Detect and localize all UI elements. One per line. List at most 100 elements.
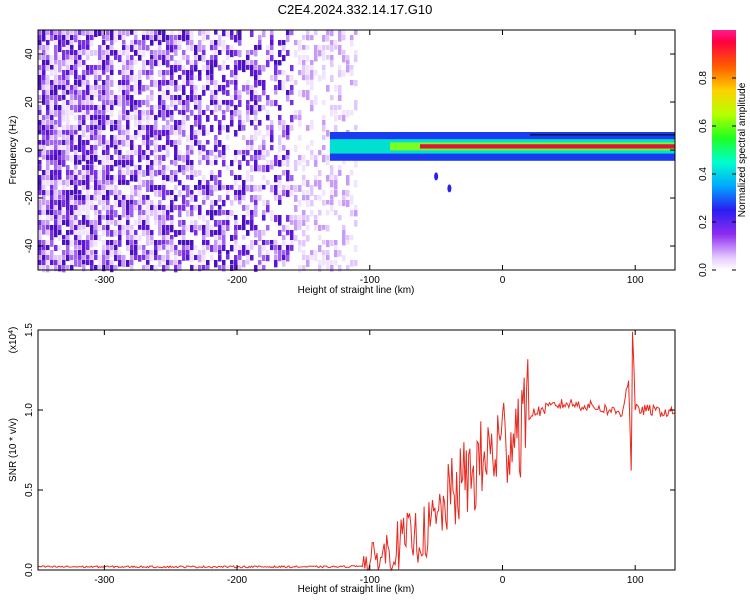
spectrogram-cell	[62, 35, 66, 43]
spectrogram-cell	[182, 195, 186, 202]
spectrogram-cell	[94, 185, 98, 192]
spectrogram-cell	[138, 100, 142, 108]
spectrogram-cell	[82, 80, 86, 85]
spectrogram-cell	[82, 205, 86, 212]
spectrogram-cell	[302, 255, 306, 261]
spectrogram-cell	[194, 45, 198, 52]
spectrogram-cell	[54, 120, 58, 125]
spectrogram-cell	[158, 185, 162, 191]
spectrogram-cell	[82, 215, 86, 222]
spectrogram-cell	[82, 165, 86, 172]
spectrogram-cell	[310, 70, 314, 76]
spectrogram-cell	[282, 160, 286, 167]
spectrogram-cell	[302, 195, 306, 201]
spectrogram-cell	[246, 60, 250, 68]
spectrogram-cell	[282, 40, 286, 48]
spectrogram-cell	[66, 120, 70, 127]
spectrogram-cell	[38, 120, 42, 127]
spectrogram-cell	[114, 220, 118, 226]
spectrogram-cell	[82, 30, 86, 36]
spectrogram-cell	[334, 260, 338, 266]
spectrogram-cell	[270, 210, 274, 216]
spectrogram-cell	[78, 255, 82, 260]
spectrogram-cell	[298, 185, 302, 192]
spectrogram-cell	[338, 50, 342, 55]
spectrogram-cell	[70, 260, 74, 267]
spectrogram-cell	[138, 205, 142, 213]
spectrogram-cell	[178, 205, 182, 212]
spectrogram-cell	[90, 250, 94, 257]
spectrogram-cell	[66, 240, 70, 246]
spectrogram-cell	[346, 110, 350, 118]
spectrogram-cell	[282, 235, 286, 242]
spectrogram-cell	[114, 120, 118, 125]
spectrogram-cell	[118, 145, 122, 150]
spectrogram-cell	[226, 135, 230, 140]
spectrogram-cell	[82, 260, 86, 265]
spectrogram-cell	[98, 185, 102, 193]
spectrogram-cell	[234, 90, 238, 97]
spectrogram-cell	[138, 150, 142, 157]
spectrogram-cell	[62, 240, 66, 245]
spectrogram-cell	[114, 250, 118, 255]
spectrogram-cell	[138, 245, 142, 251]
spectrogram-cell	[246, 160, 250, 166]
spectrogram-cell	[50, 85, 54, 91]
spectrogram-cell	[154, 210, 158, 217]
spectrogram-cell	[178, 30, 182, 36]
spectrogram-cell	[214, 210, 218, 216]
spectrogram-cell	[274, 60, 278, 65]
spectrogram-cell	[122, 100, 126, 106]
spectrogram-cell	[218, 170, 222, 178]
spectrogram-cell	[210, 160, 214, 166]
colorbar-tick-label: 0.6	[698, 119, 709, 133]
spectrogram-cell	[282, 155, 286, 161]
spectrogram-cell	[142, 230, 146, 237]
spectrogram-cell	[102, 200, 106, 205]
spectrogram-cell	[70, 125, 74, 131]
spectrogram-cell	[250, 210, 254, 216]
spectrogram-cell	[186, 80, 190, 87]
spectrogram-cell	[190, 40, 194, 46]
spectrogram-cell	[58, 165, 62, 172]
spectrogram-cell	[122, 255, 126, 261]
spectrogram-cell	[154, 105, 158, 110]
spectrogram-cell	[86, 140, 90, 147]
spectrogram-cell	[310, 120, 314, 127]
spectrogram-cell	[266, 200, 270, 205]
spectrogram-cell	[186, 100, 190, 107]
spectrogram-cell	[74, 220, 78, 228]
spectrogram-cell	[314, 30, 318, 36]
spectrogram-cell	[202, 125, 206, 131]
spectrogram-cell	[90, 145, 94, 152]
spectrogram-cell	[118, 130, 122, 136]
spectrogram-cell	[198, 185, 202, 191]
spectrogram-cell	[74, 30, 78, 37]
spectrogram-cell	[238, 35, 242, 42]
spectrogram-cell	[134, 250, 138, 257]
spectrogram-cell	[54, 110, 58, 118]
spectrogram-cell	[62, 195, 66, 201]
spectrogram-cell	[110, 260, 114, 265]
spectrogram-cell	[302, 240, 306, 247]
spectrogram-cell	[298, 60, 302, 65]
spectrogram-cell	[238, 245, 242, 253]
spectrogram-cell	[258, 165, 262, 172]
spectrogram-cell	[70, 255, 74, 262]
spectrogram-cell	[234, 265, 238, 271]
spectrogram-cell	[238, 165, 242, 170]
spectrogram-cell	[202, 35, 206, 42]
spectrogram-cell	[138, 180, 142, 186]
spectrogram-cell	[202, 185, 206, 190]
spectrogram-cell	[86, 250, 90, 257]
spectrogram-cell	[98, 180, 102, 187]
spectrogram-cell	[122, 125, 126, 133]
spectrogram-cell	[150, 230, 154, 236]
spectrogram-cell	[50, 125, 54, 130]
spectrogram-cell	[158, 215, 162, 222]
spectrogram-cell	[106, 200, 110, 208]
spectrogram-cell	[134, 145, 138, 152]
snr-x-tick-label: -100	[360, 575, 380, 586]
spectrogram-cell	[214, 245, 218, 253]
spectrogram-cell	[42, 145, 46, 151]
